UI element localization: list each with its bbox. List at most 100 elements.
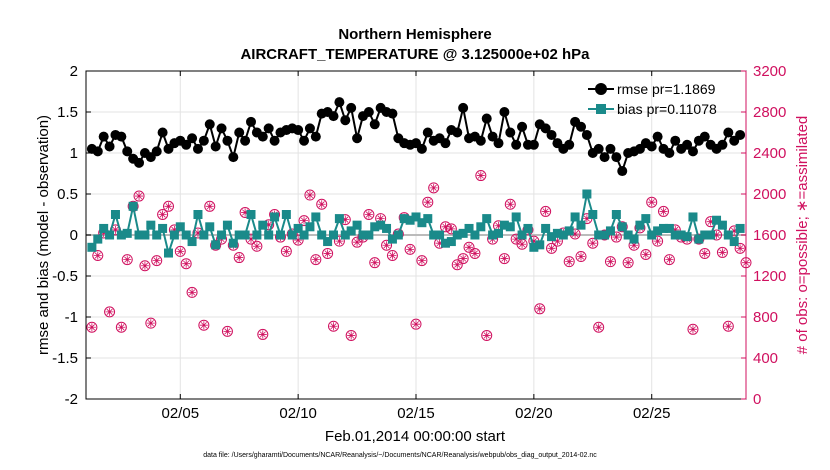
y-left-axis-label: rmse and bias (model - observation) (35, 115, 52, 355)
obs-possible-circle (498, 253, 510, 265)
bias-point (470, 230, 480, 240)
obs-assimilated-asterisk (164, 202, 173, 211)
obs-possible-circle (322, 247, 334, 259)
bias-point (228, 238, 238, 248)
obs-assimilated-asterisk (146, 319, 155, 328)
obs-possible-circle (204, 200, 216, 212)
obs-possible-circle (504, 198, 516, 210)
bias-point (458, 228, 468, 238)
obs-possible-circle (139, 260, 151, 272)
obs-possible-circle (587, 237, 599, 249)
rmse-point (735, 129, 746, 140)
obs-assimilated-asterisk (123, 255, 132, 264)
obs-count-marker (469, 247, 481, 259)
obs-count-marker (410, 318, 422, 330)
bias-point (682, 232, 692, 242)
obs-possible-circle (593, 321, 605, 333)
rmse-point (528, 139, 539, 150)
obs-count-marker (251, 240, 263, 252)
bias-point (110, 210, 120, 219)
y-left-tick-label: 0 (70, 227, 78, 244)
rmse-point (416, 143, 427, 154)
bias-point (281, 210, 291, 219)
y-right-tick-label: 3200 (753, 63, 786, 80)
obs-assimilated-asterisk (535, 304, 544, 313)
obs-assimilated-asterisk (571, 229, 580, 238)
obs-possible-circle (534, 303, 546, 315)
obs-assimilated-asterisk (258, 330, 267, 339)
bias-point (723, 230, 733, 240)
y-right-tick-label: 1200 (753, 268, 786, 285)
y-left-tick-label: 2 (70, 63, 78, 80)
obs-assimilated-asterisk (565, 257, 574, 266)
obs-possible-circle (475, 170, 487, 182)
obs-count-marker (121, 254, 133, 266)
obs-count-marker (404, 243, 416, 255)
bias-point (629, 234, 639, 244)
obs-count-marker (504, 198, 516, 210)
obs-count-marker (416, 255, 428, 267)
bias-point (287, 230, 297, 240)
rmse-point (546, 129, 557, 140)
obs-count-marker (622, 257, 634, 269)
obs-assimilated-asterisk (671, 225, 680, 234)
obs-count-marker (587, 237, 599, 249)
obs-assimilated-asterisk (588, 239, 597, 248)
bias-point (511, 212, 521, 222)
obs-possible-circle (92, 250, 104, 261)
obs-assimilated-asterisk (93, 251, 102, 260)
obs-count-marker (604, 256, 616, 268)
obs-possible-circle (640, 248, 652, 260)
bias-point (122, 228, 132, 238)
bias-point (482, 214, 492, 224)
obs-count-marker (716, 246, 728, 258)
obs-possible-circle (198, 319, 210, 331)
bias-point (494, 228, 503, 238)
obs-possible-circle (186, 286, 198, 298)
obs-assimilated-asterisk (152, 256, 161, 265)
bias-point (635, 220, 645, 230)
bias-point (334, 214, 344, 224)
legend-label: rmse pr=1.1869 (617, 81, 716, 97)
obs-possible-circle (121, 254, 133, 266)
obs-count-marker (198, 319, 210, 331)
obs-possible-circle (722, 320, 734, 332)
rmse-series (86, 97, 746, 177)
bias-point (570, 212, 580, 222)
obs-assimilated-asterisk (412, 320, 420, 329)
obs-possible-circle (328, 320, 339, 332)
obs-assimilated-asterisk (323, 249, 332, 258)
obs-assimilated-asterisk (700, 249, 709, 258)
rmse-point (104, 141, 115, 152)
bias-point (641, 214, 651, 224)
obs-count-marker (546, 242, 558, 254)
bias-point (205, 222, 215, 232)
obs-count-marker (369, 257, 381, 269)
obs-possible-circle (210, 239, 222, 251)
rmse-point (192, 143, 203, 154)
obs-possible-circle (540, 205, 552, 217)
obs-possible-circle (451, 259, 463, 271)
obs-count-marker (451, 259, 463, 271)
obs-assimilated-asterisk (252, 242, 261, 251)
obs-assimilated-asterisk (406, 245, 415, 254)
obs-assimilated-asterisk (553, 237, 562, 246)
obs-possible-circle (257, 328, 269, 340)
rmse-point (198, 135, 209, 146)
rmse-point (699, 131, 710, 142)
y-left-axis-ticks: -2 -1.5 -1 -0.5 0 0.5 1 1.5 2 (52, 63, 91, 408)
chart-title: Northern Hemisphere (338, 26, 491, 43)
bias-point (517, 230, 527, 240)
bias-point (329, 230, 338, 240)
bias-point (535, 240, 545, 250)
y-left-tick-label: 1 (70, 145, 78, 162)
obs-possible-circle (386, 250, 398, 261)
obs-count-marker (498, 253, 510, 265)
obs-possible-circle (404, 243, 416, 255)
x-axis-ticks: 02/05 02/10 02/15 02/20 02/25 (162, 71, 670, 422)
obs-count-marker (722, 320, 734, 332)
obs-assimilated-asterisk (300, 216, 309, 225)
obs-count-marker (345, 329, 357, 341)
obs-possible-circle (174, 245, 186, 257)
